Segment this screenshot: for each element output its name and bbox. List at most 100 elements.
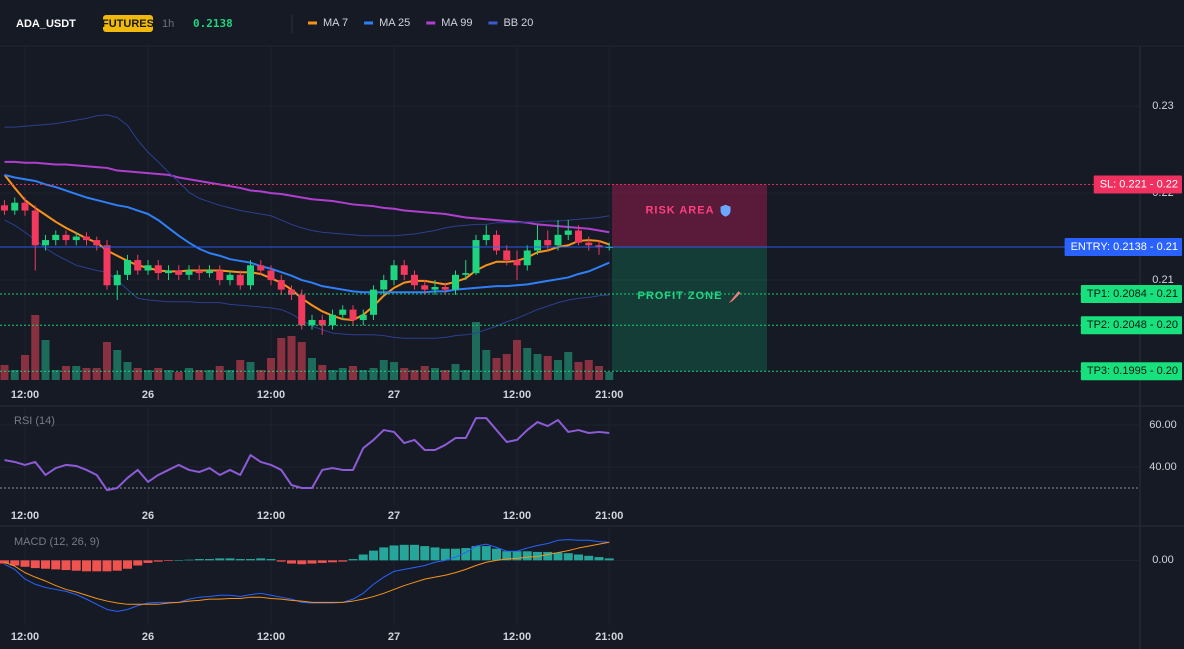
volume-bar xyxy=(113,350,122,380)
bb-upper xyxy=(4,114,610,237)
macd-histogram-bar xyxy=(276,560,286,562)
candle-body xyxy=(575,230,582,243)
volume-bar xyxy=(256,370,265,380)
level-label-bg xyxy=(1080,362,1182,381)
macd-histogram-bar xyxy=(379,547,389,561)
symbol: ADA_USDT xyxy=(16,18,76,30)
candle-body xyxy=(380,280,388,290)
candle-body xyxy=(72,236,80,241)
candle-body xyxy=(513,260,521,266)
macd-histogram-bar xyxy=(225,558,235,561)
volume-bar xyxy=(482,350,491,380)
macd-histogram-bar xyxy=(20,560,30,567)
candle-body xyxy=(267,270,275,281)
candle-body xyxy=(134,260,142,271)
volume-bar xyxy=(185,368,193,380)
zone-label: RISK AREA xyxy=(645,205,714,217)
volume-bar xyxy=(554,360,562,380)
candle-body xyxy=(544,240,552,246)
volume-bar xyxy=(297,342,306,380)
macd-histogram-bar xyxy=(574,554,583,561)
volume-bar xyxy=(277,338,286,380)
signal-line xyxy=(4,541,610,605)
volume-bar xyxy=(441,370,450,380)
macd-histogram-bar xyxy=(410,544,419,561)
x-tick-label: 26 xyxy=(142,389,154,401)
candle-body xyxy=(42,240,49,246)
candle-body xyxy=(206,270,213,274)
macd-histogram-bar xyxy=(543,551,553,561)
macd-histogram-bar xyxy=(338,560,348,562)
level-label: SL: 0.221 - 0.22 xyxy=(1100,178,1178,190)
volume-bar xyxy=(328,370,337,380)
candle-body xyxy=(298,294,306,326)
macd-histogram-bar xyxy=(205,559,214,561)
macd-histogram-bar xyxy=(563,553,573,561)
x-tick-label: 27 xyxy=(388,389,400,401)
x-tick-label: 12:00 xyxy=(11,631,39,643)
macd-histogram-bar xyxy=(92,560,102,572)
badge: FUTURES xyxy=(102,18,154,30)
x-tick-label: 27 xyxy=(388,510,400,522)
candle-body xyxy=(400,265,408,275)
macd-histogram-bar xyxy=(348,559,358,561)
volume-bar xyxy=(420,366,429,380)
candle-body xyxy=(339,309,347,315)
candle-body xyxy=(31,210,39,246)
candle-body xyxy=(349,309,357,321)
macd-histogram-bar xyxy=(492,548,501,561)
macd-histogram-bar xyxy=(0,560,9,564)
volume-bar xyxy=(267,358,275,380)
macd-histogram-bar xyxy=(461,548,471,561)
candle-body xyxy=(308,320,316,326)
macd-histogram-bar xyxy=(10,560,20,566)
legend-label: MA 25 xyxy=(379,17,410,29)
macd-histogram-bar xyxy=(112,560,122,571)
interval: 1h xyxy=(162,18,174,30)
zone xyxy=(612,247,767,372)
candle-body xyxy=(359,314,367,321)
y-tick-label: 0.21 xyxy=(1152,274,1173,286)
volume-bar xyxy=(82,368,91,380)
volume-bar xyxy=(574,362,583,380)
badge-bg xyxy=(103,15,153,32)
volume-bar xyxy=(543,356,552,380)
candle-body xyxy=(226,274,234,281)
x-tick-label: 26 xyxy=(142,631,154,643)
volume-bar xyxy=(472,322,480,380)
macd-histogram-bar xyxy=(143,560,153,563)
ma-line xyxy=(4,160,610,234)
macd-histogram-bar xyxy=(317,560,327,563)
macd-histogram-bar xyxy=(604,558,614,561)
volume-bar xyxy=(92,368,101,380)
candle-body xyxy=(390,265,398,281)
volume-bar xyxy=(123,362,132,380)
candle-body xyxy=(11,202,19,211)
candle-body xyxy=(441,287,449,290)
level-label-bg xyxy=(1093,175,1182,194)
candle-body xyxy=(195,270,203,274)
x-tick-label: 21:00 xyxy=(595,389,623,401)
volume-bar xyxy=(533,354,542,380)
macd-histogram-bar xyxy=(358,554,368,561)
volume-bar xyxy=(502,354,511,380)
macd-histogram-bar xyxy=(51,560,61,570)
volume-bar xyxy=(144,370,152,380)
volume-bar xyxy=(349,366,357,380)
macd-histogram-bar xyxy=(594,557,604,561)
candle-body xyxy=(165,270,172,274)
macd-histogram-bar xyxy=(82,560,91,572)
volume-bar xyxy=(379,360,388,380)
candle-body xyxy=(247,265,254,286)
volume-bar xyxy=(308,358,316,380)
x-tick-label: 12:00 xyxy=(503,510,531,522)
x-tick-label: 12:00 xyxy=(503,631,531,643)
macd-histogram-bar xyxy=(369,550,378,561)
x-tick-label: 21:00 xyxy=(595,631,623,643)
volume-bar xyxy=(41,340,50,380)
volume-bar xyxy=(492,358,501,380)
volume-bar xyxy=(21,355,29,380)
volume-bar xyxy=(226,370,234,380)
